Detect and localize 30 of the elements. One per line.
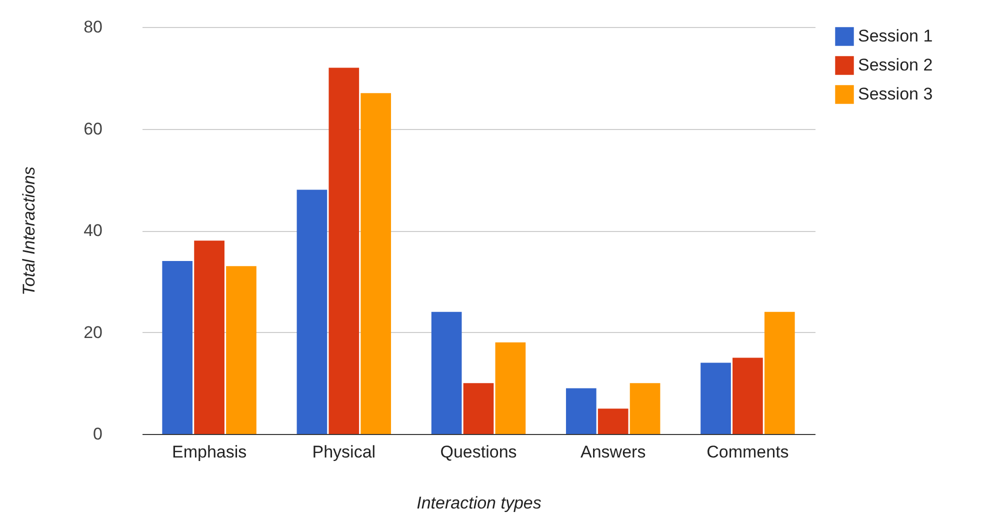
bar	[431, 312, 462, 434]
x-axis-title: Interaction types	[416, 494, 542, 512]
bar	[598, 408, 628, 434]
x-tick-label: Questions	[440, 442, 517, 462]
legend-label: Session 2	[858, 56, 933, 74]
legend-label: Session 3	[858, 84, 933, 104]
y-tick-label: 20	[84, 322, 102, 342]
x-tick-label: Emphasis	[172, 442, 247, 462]
bar	[194, 240, 224, 434]
x-tick-label: Comments	[706, 442, 789, 462]
bar	[764, 312, 795, 434]
legend-label: Session 1	[858, 26, 933, 46]
bar	[296, 190, 328, 434]
bar	[732, 358, 763, 434]
bar	[700, 362, 731, 434]
y-tick-label: 40	[84, 221, 102, 240]
y-axis-title: Total Interactions	[20, 166, 39, 296]
bar	[463, 383, 494, 434]
x-tick-label: Physical	[312, 442, 376, 462]
bar	[328, 68, 360, 434]
x-tick-label: Answers	[580, 442, 646, 462]
bar	[360, 93, 392, 434]
bar	[630, 383, 660, 434]
bar	[162, 261, 193, 434]
bar	[495, 342, 526, 434]
y-tick-label: 80	[84, 18, 102, 36]
bar	[566, 388, 596, 434]
y-tick-label: 60	[84, 119, 102, 138]
bar	[226, 266, 256, 434]
y-tick-label: 0	[93, 424, 102, 444]
